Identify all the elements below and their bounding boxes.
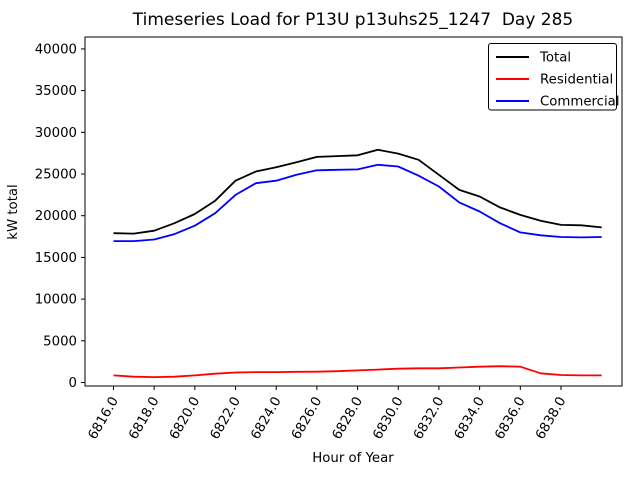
y-tick-label: 40000 <box>35 42 77 57</box>
x-tick-label: 6826.0 <box>289 395 325 443</box>
x-tick-label: 6818.0 <box>126 395 162 443</box>
x-tick-label: 6836.0 <box>493 395 529 443</box>
x-tick-label: 6824.0 <box>248 395 284 443</box>
legend-box <box>488 43 617 111</box>
x-tick-label: 6822.0 <box>208 395 244 443</box>
y-tick-label: 35000 <box>35 84 77 99</box>
y-tick-label: 5000 <box>43 334 77 349</box>
y-tick-label: 20000 <box>35 209 77 224</box>
x-tick-label: 6820.0 <box>167 395 203 443</box>
x-axis-label: Hour of Year <box>312 451 394 466</box>
x-tick-label: 6832.0 <box>411 395 447 443</box>
series-line-commercial <box>113 163 602 243</box>
x-tick-label: 6834.0 <box>452 395 488 443</box>
x-tick-label: 6838.0 <box>533 395 569 443</box>
legend-label-total: Total <box>539 51 571 66</box>
y-tick-label: 25000 <box>35 168 77 183</box>
y-tick-label: 10000 <box>35 293 77 308</box>
y-tick-label: 30000 <box>35 126 77 141</box>
y-tick-label: 0 <box>69 376 77 391</box>
x-tick-label: 6828.0 <box>330 395 366 443</box>
chart-title: Timeseries Load for P13U p13uhs25_1247 D… <box>132 10 574 30</box>
y-tick-label: 15000 <box>35 251 77 266</box>
series-line-total <box>113 148 602 235</box>
legend-label-residential: Residential <box>540 73 613 88</box>
x-tick-label: 6816.0 <box>86 395 122 443</box>
y-axis-label: kW total <box>6 184 21 239</box>
x-tick-label: 6830.0 <box>370 395 406 443</box>
series-lines <box>113 148 602 379</box>
legend: Total Residential Commercial <box>488 43 620 111</box>
series-line-residential <box>113 365 602 379</box>
legend-label-commercial: Commercial <box>540 95 620 110</box>
